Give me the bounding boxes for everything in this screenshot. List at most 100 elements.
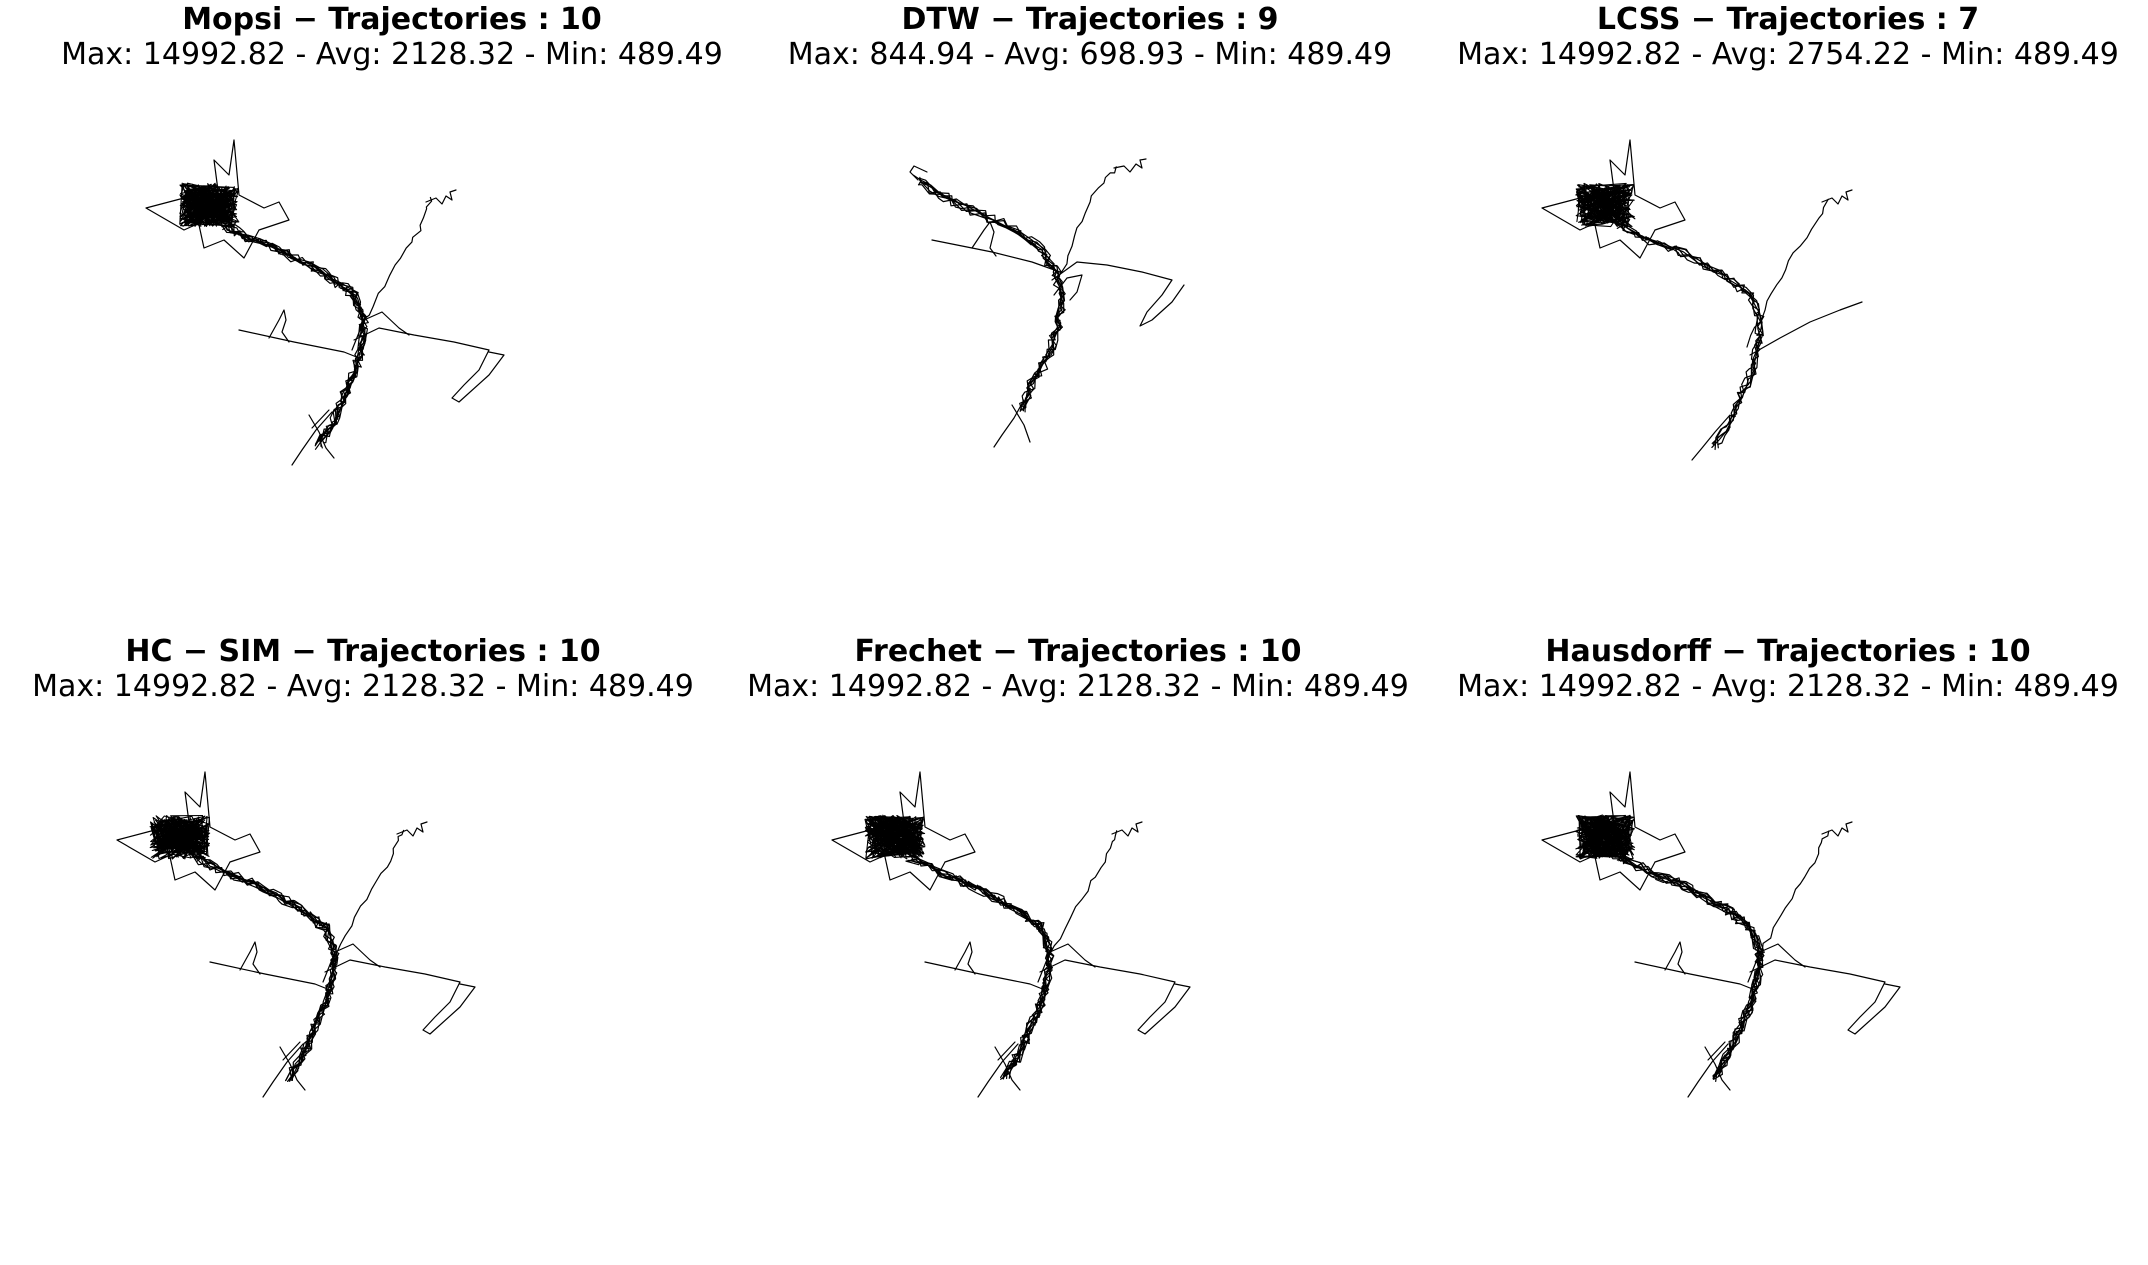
trajectory-plot bbox=[1541, 139, 1863, 461]
trajectory-line bbox=[1045, 830, 1118, 964]
trajectory-line bbox=[268, 309, 290, 343]
trajectory-line bbox=[238, 329, 360, 359]
panel-title: LCSS − Trajectories : 7 bbox=[1596, 2, 1980, 37]
trajectory-line bbox=[906, 858, 1053, 1080]
trajectory-line bbox=[1821, 821, 1853, 837]
trajectory-line bbox=[879, 771, 976, 891]
trajectory-line bbox=[190, 856, 338, 1082]
trajectory-line bbox=[425, 189, 457, 205]
panel-stats: Max: 14992.82 - Avg: 2128.32 - Min: 489.… bbox=[61, 37, 723, 72]
panel-title: Mopsi − Trajectories : 10 bbox=[182, 2, 602, 37]
trajectory-line bbox=[198, 856, 337, 1082]
trajectory-line bbox=[907, 859, 1052, 1080]
trajectory-line bbox=[1619, 859, 1760, 1082]
trajectory-line bbox=[330, 829, 405, 961]
trajectory-line bbox=[994, 1046, 1021, 1091]
trajectory-line bbox=[971, 221, 997, 257]
trajectory-line bbox=[909, 165, 928, 181]
trajectory-line bbox=[1704, 1046, 1731, 1091]
trajectory-cluster-line bbox=[179, 182, 240, 227]
panel-title: Hausdorff − Trajectories : 10 bbox=[1545, 634, 2031, 669]
trajectory-line bbox=[1749, 959, 1901, 1035]
trajectory-line bbox=[906, 860, 1055, 1076]
panel-title: DTW − Trajectories : 9 bbox=[901, 2, 1279, 37]
trajectory-line bbox=[1749, 301, 1863, 356]
trajectory-line bbox=[1589, 139, 1686, 259]
trajectory-line bbox=[194, 856, 338, 1079]
trajectory-line bbox=[262, 1043, 304, 1098]
trajectory-line bbox=[1111, 821, 1143, 837]
trajectory-line bbox=[226, 223, 367, 444]
trajectory-line bbox=[396, 821, 428, 837]
panel-frechet: Frechet − Trajectories : 10 Max: 14992.8… bbox=[720, 632, 1436, 1264]
trajectory-line bbox=[918, 181, 1063, 413]
trajectory-plot bbox=[909, 158, 1185, 448]
trajectory-line bbox=[209, 961, 331, 991]
trajectory-plot bbox=[831, 771, 1191, 1098]
trajectory-line bbox=[1619, 223, 1764, 446]
trajectory-line bbox=[931, 239, 1061, 273]
trajectory-line bbox=[282, 1041, 301, 1061]
trajectory-line bbox=[919, 177, 1066, 412]
trajectory-line bbox=[1755, 830, 1830, 964]
trajectory-line bbox=[1616, 852, 1761, 1079]
trajectory-line bbox=[919, 176, 1065, 409]
panel-hc-sim: HC − SIM − Trajectories : 10 Max: 14992.… bbox=[5, 632, 721, 1264]
trajectory-line bbox=[291, 411, 333, 466]
trajectory-line bbox=[912, 174, 1066, 410]
panel-stats: Max: 844.94 - Avg: 698.93 - Min: 489.49 bbox=[787, 37, 1393, 72]
trajectory-line bbox=[1634, 961, 1756, 991]
trajectory-line bbox=[1821, 189, 1853, 205]
trajectory-plot bbox=[1541, 771, 1901, 1098]
trajectory-line bbox=[145, 197, 207, 231]
trajectory-line bbox=[1541, 197, 1603, 231]
panel-lcss: LCSS − Trajectories : 7 Max: 14992.82 - … bbox=[1430, 0, 2146, 632]
trajectory-line bbox=[239, 941, 261, 975]
trajectory-line bbox=[279, 1046, 306, 1091]
trajectory-line bbox=[311, 409, 330, 429]
trajectory-line bbox=[324, 959, 476, 1035]
trajectory-line bbox=[1621, 853, 1764, 1077]
trajectory-line bbox=[917, 184, 1063, 412]
trajectory-line bbox=[831, 829, 893, 863]
trajectory-line bbox=[1691, 414, 1731, 461]
panel-stats: Max: 14992.82 - Avg: 2128.32 - Min: 489.… bbox=[32, 669, 694, 704]
trajectory-line bbox=[221, 225, 368, 447]
trajectory-line bbox=[993, 399, 1025, 448]
trajectory-line bbox=[164, 771, 261, 891]
trajectory-line bbox=[1707, 1041, 1726, 1061]
panel-title: HC − SIM − Trajectories : 10 bbox=[125, 634, 601, 669]
trajectory-line bbox=[977, 1043, 1019, 1098]
trajectory-line bbox=[918, 177, 1063, 411]
trajectory-line bbox=[1541, 829, 1603, 863]
trajectory-line bbox=[193, 139, 290, 259]
trajectory-line bbox=[924, 961, 1046, 991]
trajectory-line bbox=[359, 196, 433, 331]
trajectory-line bbox=[1113, 158, 1147, 173]
trajectory-line bbox=[1664, 941, 1686, 975]
trajectory-line bbox=[920, 181, 1066, 410]
panel-dtw: DTW − Trajectories : 9 Max: 844.94 - Avg… bbox=[732, 0, 1448, 632]
trajectory-line bbox=[1589, 771, 1686, 891]
trajectory-line bbox=[1617, 222, 1763, 444]
trajectory-line bbox=[1746, 198, 1829, 348]
trajectory-line bbox=[1059, 166, 1117, 275]
trajectory-line bbox=[195, 852, 336, 1081]
trajectory-line bbox=[1618, 858, 1765, 1078]
trajectory-cluster-line bbox=[149, 814, 211, 860]
trajectory-line bbox=[1687, 1043, 1729, 1098]
panel-mopsi: Mopsi − Trajectories : 10 Max: 14992.82 … bbox=[34, 0, 750, 632]
panel-stats: Max: 14992.82 - Avg: 2128.32 - Min: 489.… bbox=[747, 669, 1409, 704]
trajectory-plot bbox=[116, 771, 476, 1098]
panel-stats: Max: 14992.82 - Avg: 2128.32 - Min: 489.… bbox=[1457, 669, 2119, 704]
trajectory-line bbox=[954, 941, 976, 975]
trajectory-line bbox=[221, 222, 365, 443]
trajectory-plot bbox=[145, 139, 505, 466]
panel-hausdorff: Hausdorff − Trajectories : 10 Max: 14992… bbox=[1430, 632, 2146, 1264]
trajectory-line bbox=[1011, 404, 1031, 443]
trajectory-line bbox=[322, 943, 381, 983]
trajectory-line bbox=[116, 829, 178, 863]
trajectory-line bbox=[227, 224, 368, 447]
panel-stats: Max: 14992.82 - Avg: 2754.22 - Min: 489.… bbox=[1457, 37, 2119, 72]
